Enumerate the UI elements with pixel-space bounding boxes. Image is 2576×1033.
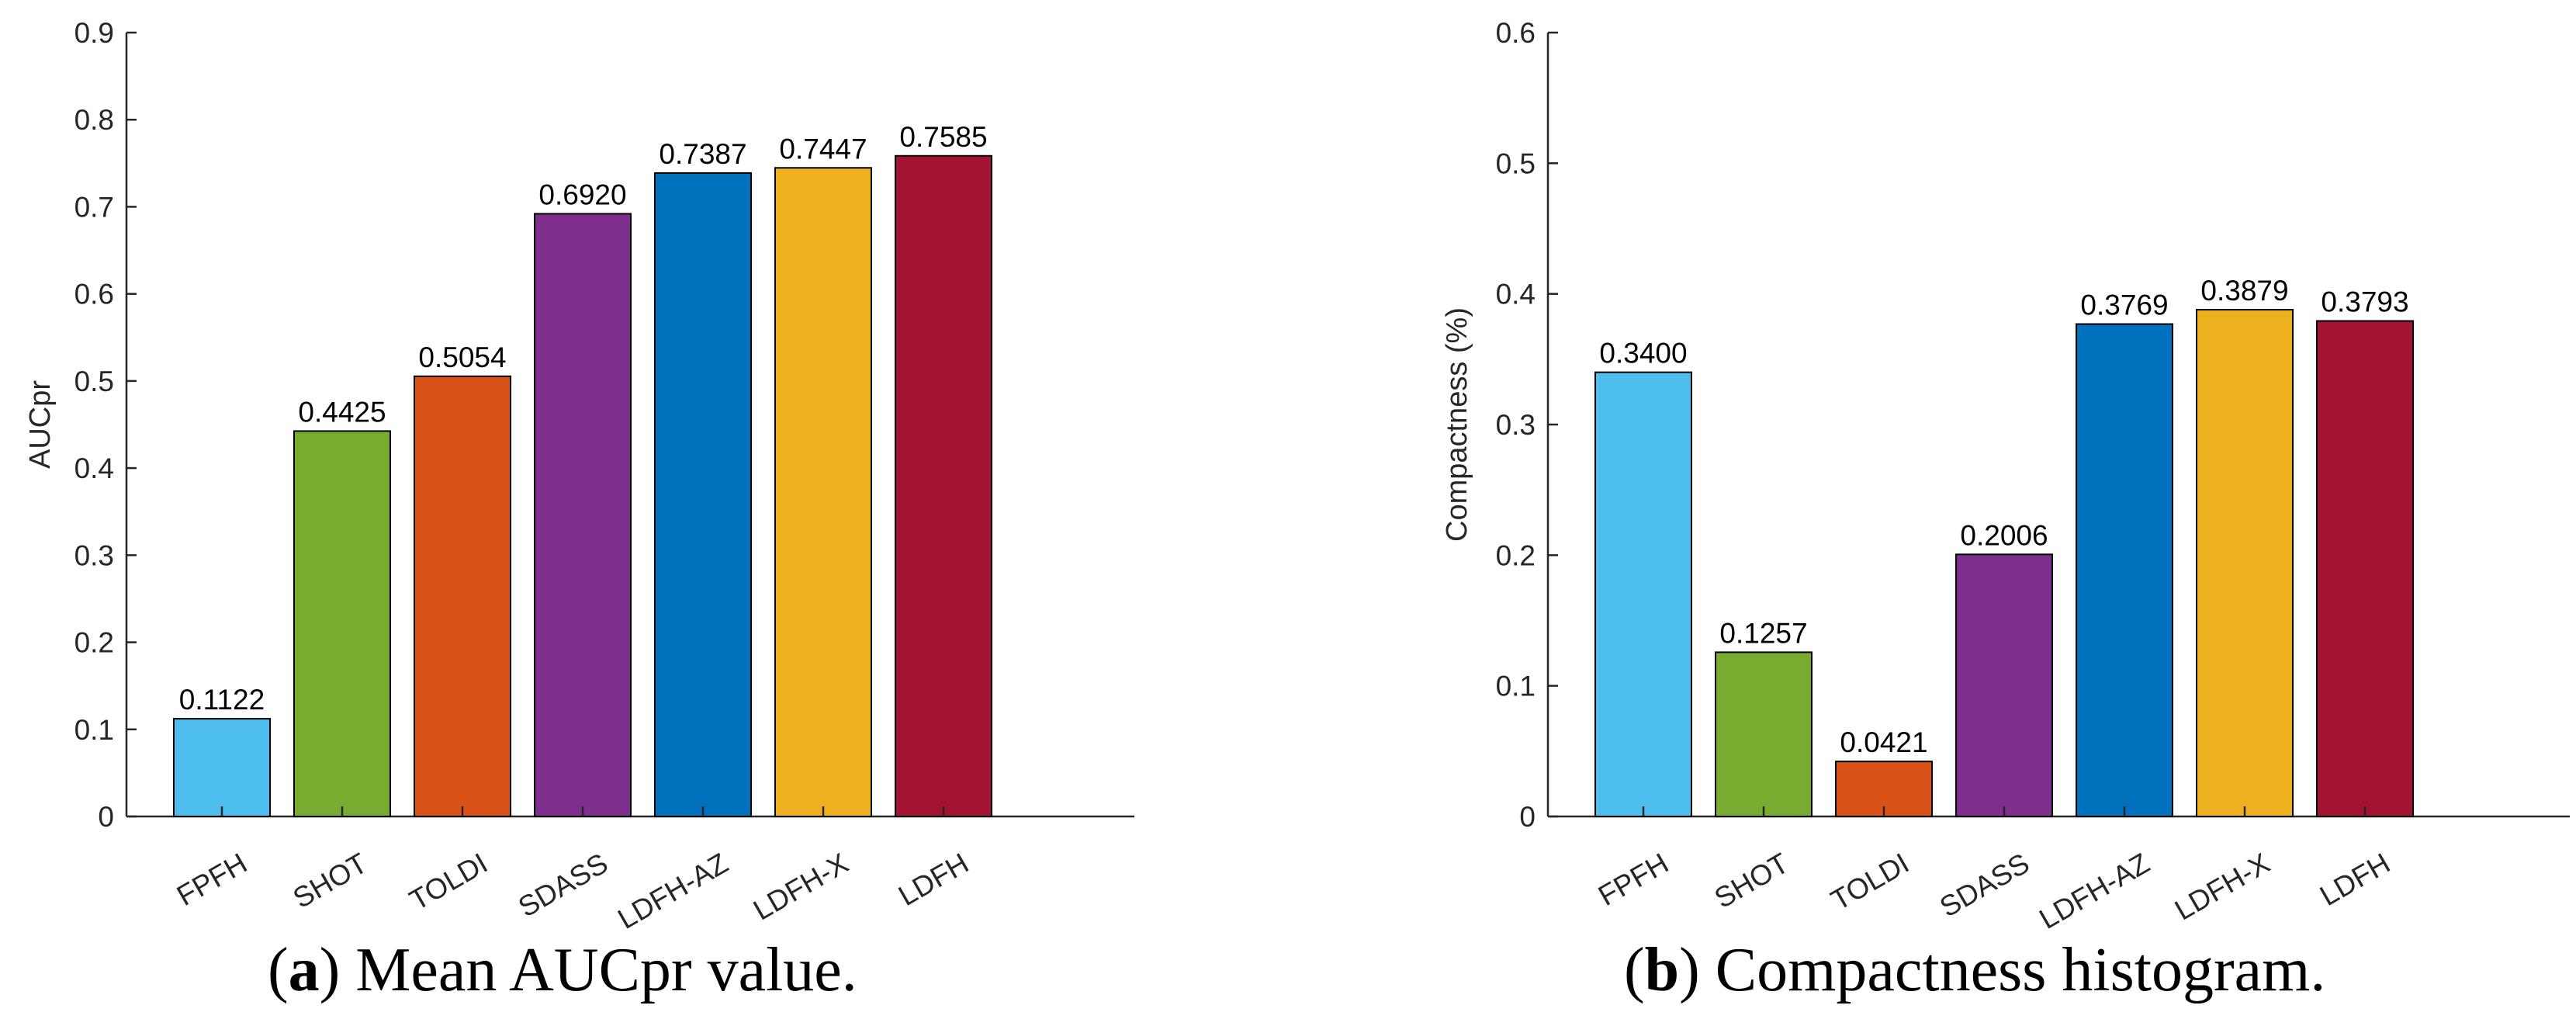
chart-a-mean-aucpr: 0 0.1 0.2 0.3 0.4 0.5 0.6 0.7 0.8 0.9 AUCpr 0.1122 F… xyxy=(24,17,1134,935)
y-tick-label-b: 0.5 xyxy=(1496,147,1536,179)
y-tick-label-b: 0.3 xyxy=(1496,409,1536,441)
data-label-b-ldfh-az: 0.3769 xyxy=(2080,289,2168,321)
data-label-b-fpfh: 0.3400 xyxy=(1599,338,1687,369)
x-tick-label-b-ldfh: LDFH xyxy=(2315,847,2395,912)
bar-a-ldfh-az xyxy=(654,172,752,817)
y-tick-label-a: 0.1 xyxy=(74,714,114,746)
bar-b-fpfh xyxy=(1594,371,1692,817)
caption-b-letter: b xyxy=(1644,936,1680,1004)
bar-b-ldfh xyxy=(2316,320,2414,817)
y-tick-label-b: 0.1 xyxy=(1496,671,1536,702)
data-label-a-sdass: 0.6920 xyxy=(538,179,626,210)
caption-b: (b) Compactness histogram. xyxy=(1624,936,2326,1004)
y-tick-label-b: 0 xyxy=(1519,801,1536,833)
caption-a: (a) Mean AUCpr value. xyxy=(268,936,857,1004)
y-tick-label-a: 0.2 xyxy=(74,627,114,659)
bar-b-toldi xyxy=(1835,761,1933,817)
data-label-b-ldfh-x: 0.3879 xyxy=(2200,275,2288,307)
x-tick-label-a-ldfh-az: LDFH-AZ xyxy=(612,847,733,935)
x-tick-label-a-ldfh-x: LDFH-X xyxy=(748,847,853,926)
y-tick-label-b: 0.4 xyxy=(1496,279,1536,310)
y-axis-label-a: AUCpr xyxy=(24,380,57,469)
bar-a-ldfh-x xyxy=(774,167,872,817)
bar-b-sdass xyxy=(1955,553,2053,817)
y-tick-label-a: 0.3 xyxy=(74,539,114,571)
data-label-a-toldi: 0.5054 xyxy=(418,341,506,373)
data-label-a-ldfh-az: 0.7387 xyxy=(659,138,746,170)
x-tick-label-b-fpfh: FPFH xyxy=(1593,847,1674,912)
caption-b-text: Compactness histogram. xyxy=(1699,936,2326,1004)
caption-a-letter: a xyxy=(288,936,320,1004)
x-tick-label-b-sdass: SDASS xyxy=(1934,847,2034,923)
y-tick-label-a: 0.6 xyxy=(74,279,114,310)
y-tick-label-a: 0 xyxy=(98,801,114,833)
data-label-a-ldfh-x: 0.7447 xyxy=(779,133,867,165)
data-label-a-fpfh: 0.1122 xyxy=(179,684,265,716)
bar-a-shot xyxy=(293,430,391,818)
y-tick-label-a: 0.4 xyxy=(74,452,114,484)
y-tick-label-a: 0.7 xyxy=(74,191,114,223)
bar-b-shot xyxy=(1715,651,1813,818)
chart-b-compactness: 0 0.1 0.2 0.3 0.4 0.5 0.6 Compactness (%) 0.3400… xyxy=(1441,17,2570,935)
y-axis-label-b: Compactness (%) xyxy=(1441,307,1473,542)
x-tick-label-a-shot: SHOT xyxy=(288,847,373,914)
x-tick-label-a-sdass: SDASS xyxy=(513,847,613,923)
data-label-a-shot: 0.4425 xyxy=(298,396,386,428)
data-label-b-toldi: 0.0421 xyxy=(1840,726,1927,758)
y-tick-label-a: 0.9 xyxy=(74,17,114,49)
data-label-a-ldfh: 0.7585 xyxy=(899,121,987,153)
x-tick-label-b-shot: SHOT xyxy=(1709,847,1795,914)
x-tick-label-a-toldi: TOLDI xyxy=(404,847,493,917)
y-tick-label-b: 0.2 xyxy=(1496,539,1536,571)
bar-a-fpfh xyxy=(173,718,271,817)
x-tick-label-b-toldi: TOLDI xyxy=(1826,847,1914,917)
data-label-b-sdass: 0.2006 xyxy=(1960,519,2048,551)
y-tick-label-b: 0.6 xyxy=(1496,17,1536,49)
x-tick-label-a-ldfh: LDFH xyxy=(893,847,974,912)
y-tick-label-a: 0.8 xyxy=(74,104,114,136)
x-tick-label-b-ldfh-x: LDFH-X xyxy=(2169,847,2275,926)
bar-a-sdass xyxy=(534,213,632,817)
data-label-b-shot: 0.1257 xyxy=(1719,617,1807,649)
bar-a-toldi xyxy=(414,375,511,817)
x-tick-label-a-fpfh: FPFH xyxy=(171,847,252,912)
data-label-b-ldfh: 0.3793 xyxy=(2321,286,2408,318)
x-tick-label-b-ldfh-az: LDFH-AZ xyxy=(2034,847,2155,935)
bar-b-ldfh-az xyxy=(2076,323,2173,817)
y-tick-label-a: 0.5 xyxy=(74,366,114,397)
bar-b-ldfh-x xyxy=(2196,309,2294,818)
caption-a-text: Mean AUCpr value. xyxy=(340,936,857,1004)
bar-a-ldfh xyxy=(895,154,992,818)
